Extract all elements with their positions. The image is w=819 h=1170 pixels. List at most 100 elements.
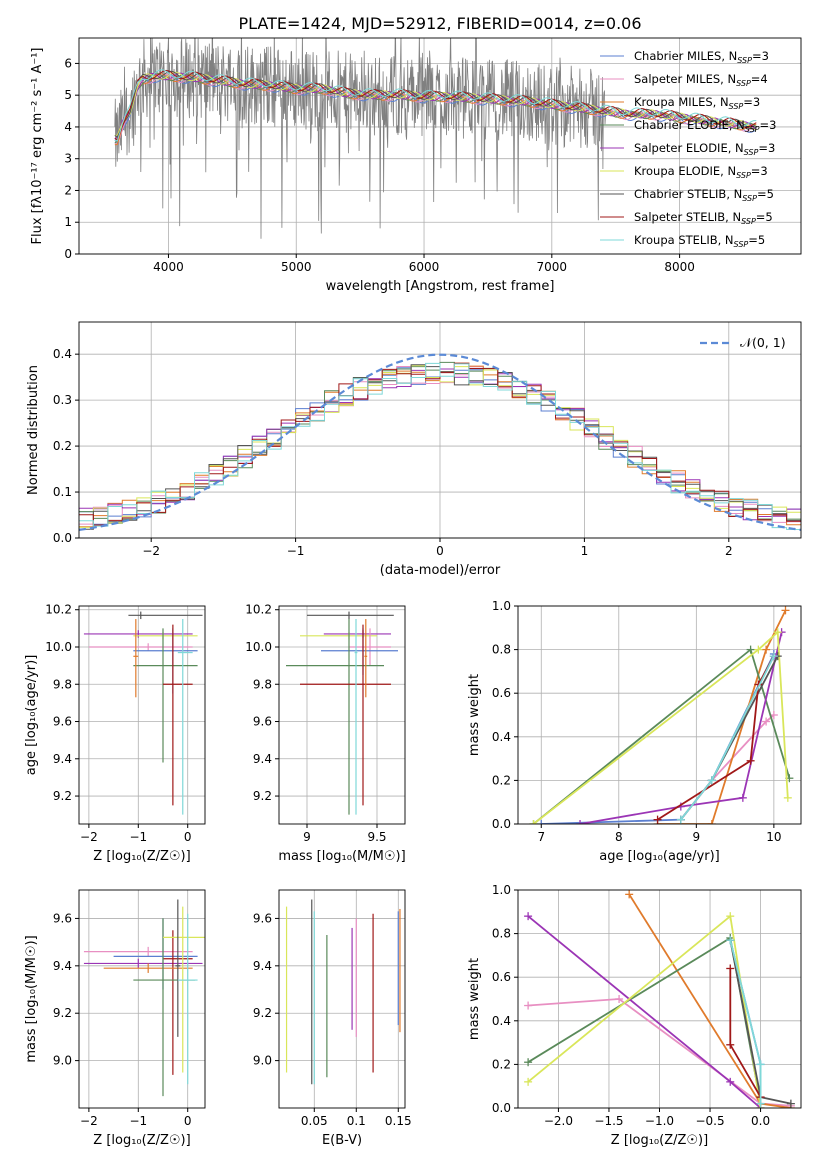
y-tick-label: 0.8 [492,643,511,657]
legend-value: =3 [760,118,777,132]
gridlines [279,606,405,824]
x-tick-label: −2 [80,830,98,844]
gridlines [79,890,205,1108]
axes-frame [78,889,206,1109]
y-tick-label: 0.2 [492,1057,511,1071]
axes: −2 −1 0 1 2 0.0 0.1 0.2 0.3 0.4 (data-model)/error… [26,321,802,578]
axes: 4000 5000 6000 7000 8000 0 1 2 3 4 5 6 wavelength [A… [30,37,802,294]
y-tick-label: 1.0 [492,599,511,613]
legend-entry: Kroupa ELODIE, NSSP=3 [634,164,768,180]
axes: 9 9.5 9.2 9.4 9.6 9.8 10.0 10.2 mass [log₁₀(M/M☉… [245,603,405,864]
y-tick-label: 4 [64,120,72,134]
normal-distribution-curve [79,353,801,531]
plot-area [83,611,203,815]
x-axis-label: Z [log₁₀(Z/Z☉)] [93,1133,190,1148]
legend-entry: Chabrier ELODIE, NSSP=3 [634,118,776,134]
legend-entry: Salpeter STELIB, NSSP=5 [634,210,773,226]
x-axis-label: (data-model)/error [380,563,501,578]
plot-area [83,899,205,1097]
x-tick-label: 6000 [409,260,440,274]
y-tick-label: 9.4 [253,752,272,766]
x-axis-label: Z [log₁₀(Z/Z☉)] [611,1133,708,1148]
legend-entry: Kroupa MILES, NSSP=3 [634,95,760,111]
x-tick-label: 9.5 [367,830,386,844]
age-vs-metallicity-panel: −2 −1 0 9.2 9.4 9.6 9.8 10.0 10.2 Z [log₁₀(Z/Z☉)]… [24,603,206,864]
y-tick-label: 0.6 [492,970,511,984]
y-tick-label: 9.2 [253,789,272,803]
legend-subscript: SSP [741,217,756,226]
spectrum-panel: 4000 5000 6000 7000 8000 0 1 2 3 4 5 6 wavelength [A… [30,37,802,294]
x-tick-label: 0 [184,830,192,844]
x-tick-label: 10 [766,830,781,844]
legend-value: =5 [757,187,774,201]
axes: −2.0 −1.5 −1.0 −0.5 0.0 0.0 0.2 0.4 0.6 0.8 1.0 Z [… [467,883,802,1148]
mass-weight-line [528,998,791,1107]
legend-entry: 𝒩(0, 1) [740,335,786,350]
x-tick-label: 0.15 [385,1114,412,1128]
x-tick-label: 1 [581,544,589,558]
gridlines [518,889,801,1109]
y-tick-label: 0.4 [53,347,72,361]
plot-area [79,353,801,531]
x-tick-label: 0 [184,1114,192,1128]
legend-value: =5 [756,210,773,224]
y-tick-label: 9.8 [253,677,272,691]
legend-value: =5 [748,233,765,247]
weight-vs-age-panel: 7 8 9 10 0.0 0.2 0.4 0.6 0.8 1.0 age [log₁₀(age/yr… [467,599,802,864]
x-tick-label: −1 [129,1114,147,1128]
residual-histogram-step [79,362,801,530]
y-tick-label: 0.3 [53,393,72,407]
x-tick-label: 7 [537,830,545,844]
y-axis-label: mass weight [467,674,482,756]
residuals-histogram-panel: −2 −1 0 1 2 0.0 0.1 0.2 0.3 0.4 (data-model)/error… [26,321,802,578]
y-tick-label: 0.0 [53,531,72,545]
y-axis-label: age [log₁₀(age/yr)] [24,655,39,776]
y-tick-label: 9.2 [53,1006,72,1020]
mass-weight-line [579,631,783,824]
mass-vs-ebv-panel: 0.05 0.1 0.15 9.0 9.2 9.4 9.6 E(B-V) [253,889,412,1148]
y-tick-label: 9.4 [253,959,272,973]
x-axis-label: mass [log₁₀(M/M☉)] [278,849,405,864]
y-tick-label: 0 [64,247,72,261]
age-vs-mass-panel: 9 9.5 9.2 9.4 9.6 9.8 10.0 10.2 mass [log₁₀(M/M☉… [245,603,405,864]
y-tick-label: 9.6 [253,715,272,729]
x-tick-label: −1.0 [645,1114,674,1128]
legend-entry: Kroupa STELIB, NSSP=5 [634,233,765,249]
y-tick-label: 9.6 [253,911,272,925]
model-spectrum-line [114,69,757,142]
y-tick-label: 0.8 [492,927,511,941]
legend-subscript: SSP [742,194,757,203]
plot-area [114,38,757,239]
residual-histogram-step [79,366,801,525]
plot-area [285,899,401,1085]
legend-subscript: SSP [729,102,744,111]
legend-subscript: SSP [744,148,759,157]
mass-weight-line [657,610,787,824]
legend-value: =3 [751,164,768,178]
y-tick-label: 10.2 [45,603,72,617]
x-tick-label: −1 [287,544,305,558]
legend-value: =3 [758,141,775,155]
y-tick-label: 9.6 [53,715,72,729]
axes-frame [278,889,406,1109]
y-tick-label: 0.2 [53,439,72,453]
y-tick-label: 0.1 [53,485,72,499]
axes: −2 −1 0 9.0 9.2 9.4 9.6 Z [log₁₀(Z/Z☉)] mass [lo… [24,889,206,1148]
x-axis-label: E(B-V) [322,1133,362,1148]
plot-area [529,606,794,824]
legend-value: =3 [752,49,769,63]
x-tick-label: 4000 [153,260,184,274]
x-tick-label: −0.5 [695,1114,724,1128]
y-tick-label: 9.0 [253,1054,272,1068]
x-tick-label: 8 [615,830,623,844]
mass-weight-line [527,915,762,1108]
x-tick-label: 5000 [281,260,312,274]
x-tick-label: −2 [80,1114,98,1128]
plot-area [286,611,398,815]
x-tick-label: −2.0 [544,1114,573,1128]
y-axis-label: Normed distribution [26,365,41,495]
y-tick-label: 10.2 [245,603,272,617]
legend-subscript: SSP [736,79,751,88]
axes-frame [78,605,206,825]
y-tick-label: 1.0 [492,883,511,897]
